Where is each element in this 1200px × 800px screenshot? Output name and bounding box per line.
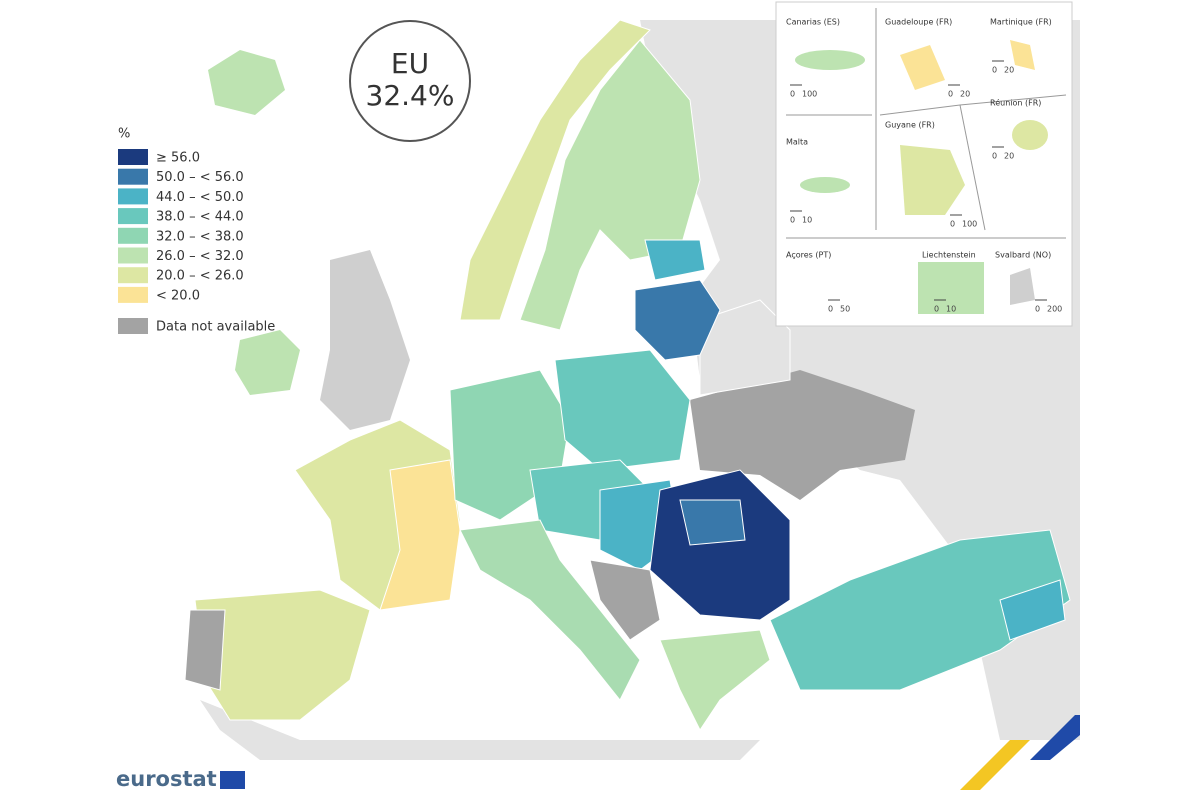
scale-label: 10 bbox=[802, 216, 812, 225]
scale-label: 0 bbox=[828, 305, 833, 314]
scale-label: 200 bbox=[1047, 305, 1062, 314]
romania-centre bbox=[679, 499, 746, 546]
norway bbox=[459, 19, 651, 321]
france-east bbox=[379, 459, 461, 611]
inset-shape bbox=[1010, 268, 1035, 305]
legend-swatch bbox=[118, 247, 148, 264]
legend-swatch bbox=[118, 286, 148, 303]
legend-title: % bbox=[118, 127, 130, 142]
inset-shape bbox=[795, 50, 865, 70]
inset-label: Canarias (ES) bbox=[786, 18, 840, 27]
legend-swatch bbox=[118, 227, 148, 244]
legend-swatch bbox=[118, 267, 148, 284]
balkans-na bbox=[589, 559, 661, 641]
scale-label: 0 bbox=[992, 152, 997, 161]
scale-label: 20 bbox=[1004, 66, 1014, 75]
legend: ≥ 56.0 50.0 – < 56.0 44.0 – < 50.0 38.0 – <… bbox=[118, 149, 275, 335]
inset-shape bbox=[900, 145, 965, 215]
logo-stripe bbox=[1030, 715, 1080, 760]
scale-label: 0 bbox=[1035, 305, 1040, 314]
scale-label: 20 bbox=[1004, 152, 1014, 161]
inset-shape bbox=[900, 45, 945, 90]
nordic bbox=[519, 39, 701, 331]
ireland bbox=[235, 330, 300, 395]
legend-swatch bbox=[118, 168, 148, 185]
legend-label: 44.0 – < 50.0 bbox=[156, 190, 244, 205]
scale-label: 0 bbox=[790, 90, 795, 99]
legend-swatch bbox=[118, 149, 148, 165]
legend-swatch bbox=[118, 318, 148, 334]
legend-swatch bbox=[118, 188, 148, 205]
legend-label: 38.0 – < 44.0 bbox=[156, 210, 244, 225]
badge-line1: EU bbox=[391, 47, 429, 80]
legend-swatch bbox=[118, 208, 148, 225]
legend-label: 32.0 – < 38.0 bbox=[156, 229, 244, 244]
iceland bbox=[208, 50, 285, 115]
legend-label: 26.0 – < 32.0 bbox=[156, 249, 244, 264]
scale-label: 0 bbox=[992, 66, 997, 75]
legend-label: ≥ 56.0 bbox=[156, 151, 200, 166]
inset-shape bbox=[918, 262, 984, 314]
belarus bbox=[699, 299, 791, 396]
poland bbox=[554, 349, 691, 471]
inset-label: Martinique (FR) bbox=[990, 18, 1052, 27]
badge-line2: 32.4% bbox=[366, 79, 455, 112]
legend-label: 20.0 – < 26.0 bbox=[156, 269, 244, 284]
scale-label: 0 bbox=[948, 90, 953, 99]
inset-shape bbox=[1010, 40, 1035, 70]
romania-bulgaria bbox=[649, 469, 791, 621]
inset-label: Guadeloupe (FR) bbox=[885, 18, 952, 27]
legend-label: < 20.0 bbox=[156, 288, 200, 303]
inset-label: Liechtenstein bbox=[922, 251, 976, 260]
scale-label: 0 bbox=[934, 305, 939, 314]
estonia bbox=[644, 239, 706, 281]
latvia-lithuania bbox=[634, 279, 721, 361]
scale-label: 100 bbox=[802, 90, 817, 99]
inset-label: Svalbard (NO) bbox=[995, 251, 1051, 260]
legend-label: 50.0 – < 56.0 bbox=[156, 170, 244, 185]
inset-label: Guyane (FR) bbox=[885, 121, 935, 130]
italy bbox=[459, 519, 641, 701]
scale-label: 100 bbox=[962, 220, 977, 229]
turkey bbox=[769, 529, 1071, 691]
uk bbox=[320, 250, 410, 430]
africa bbox=[200, 700, 760, 760]
logo-stripe bbox=[960, 740, 1030, 790]
scale-label: 10 bbox=[946, 305, 956, 314]
inset-label: Réunion (FR) bbox=[990, 98, 1041, 108]
legend-label: Data not available bbox=[156, 320, 275, 335]
scale-label: 20 bbox=[960, 90, 970, 99]
ukraine bbox=[690, 370, 915, 500]
inset-shape bbox=[800, 177, 850, 193]
scale-label: 50 bbox=[840, 305, 850, 314]
eu-flag bbox=[220, 771, 245, 789]
eu-badge bbox=[349, 20, 471, 142]
inset-label: Malta bbox=[786, 138, 808, 147]
scale-label: 0 bbox=[950, 220, 955, 229]
turkey-east bbox=[999, 579, 1066, 641]
greece bbox=[659, 629, 771, 731]
brand: eurostat bbox=[116, 767, 217, 791]
scale-label: 0 bbox=[790, 216, 795, 225]
inset-label: Açores (PT) bbox=[786, 251, 831, 260]
inset-shape bbox=[1012, 120, 1048, 150]
portugal bbox=[184, 609, 226, 691]
divider bbox=[959, 104, 986, 231]
